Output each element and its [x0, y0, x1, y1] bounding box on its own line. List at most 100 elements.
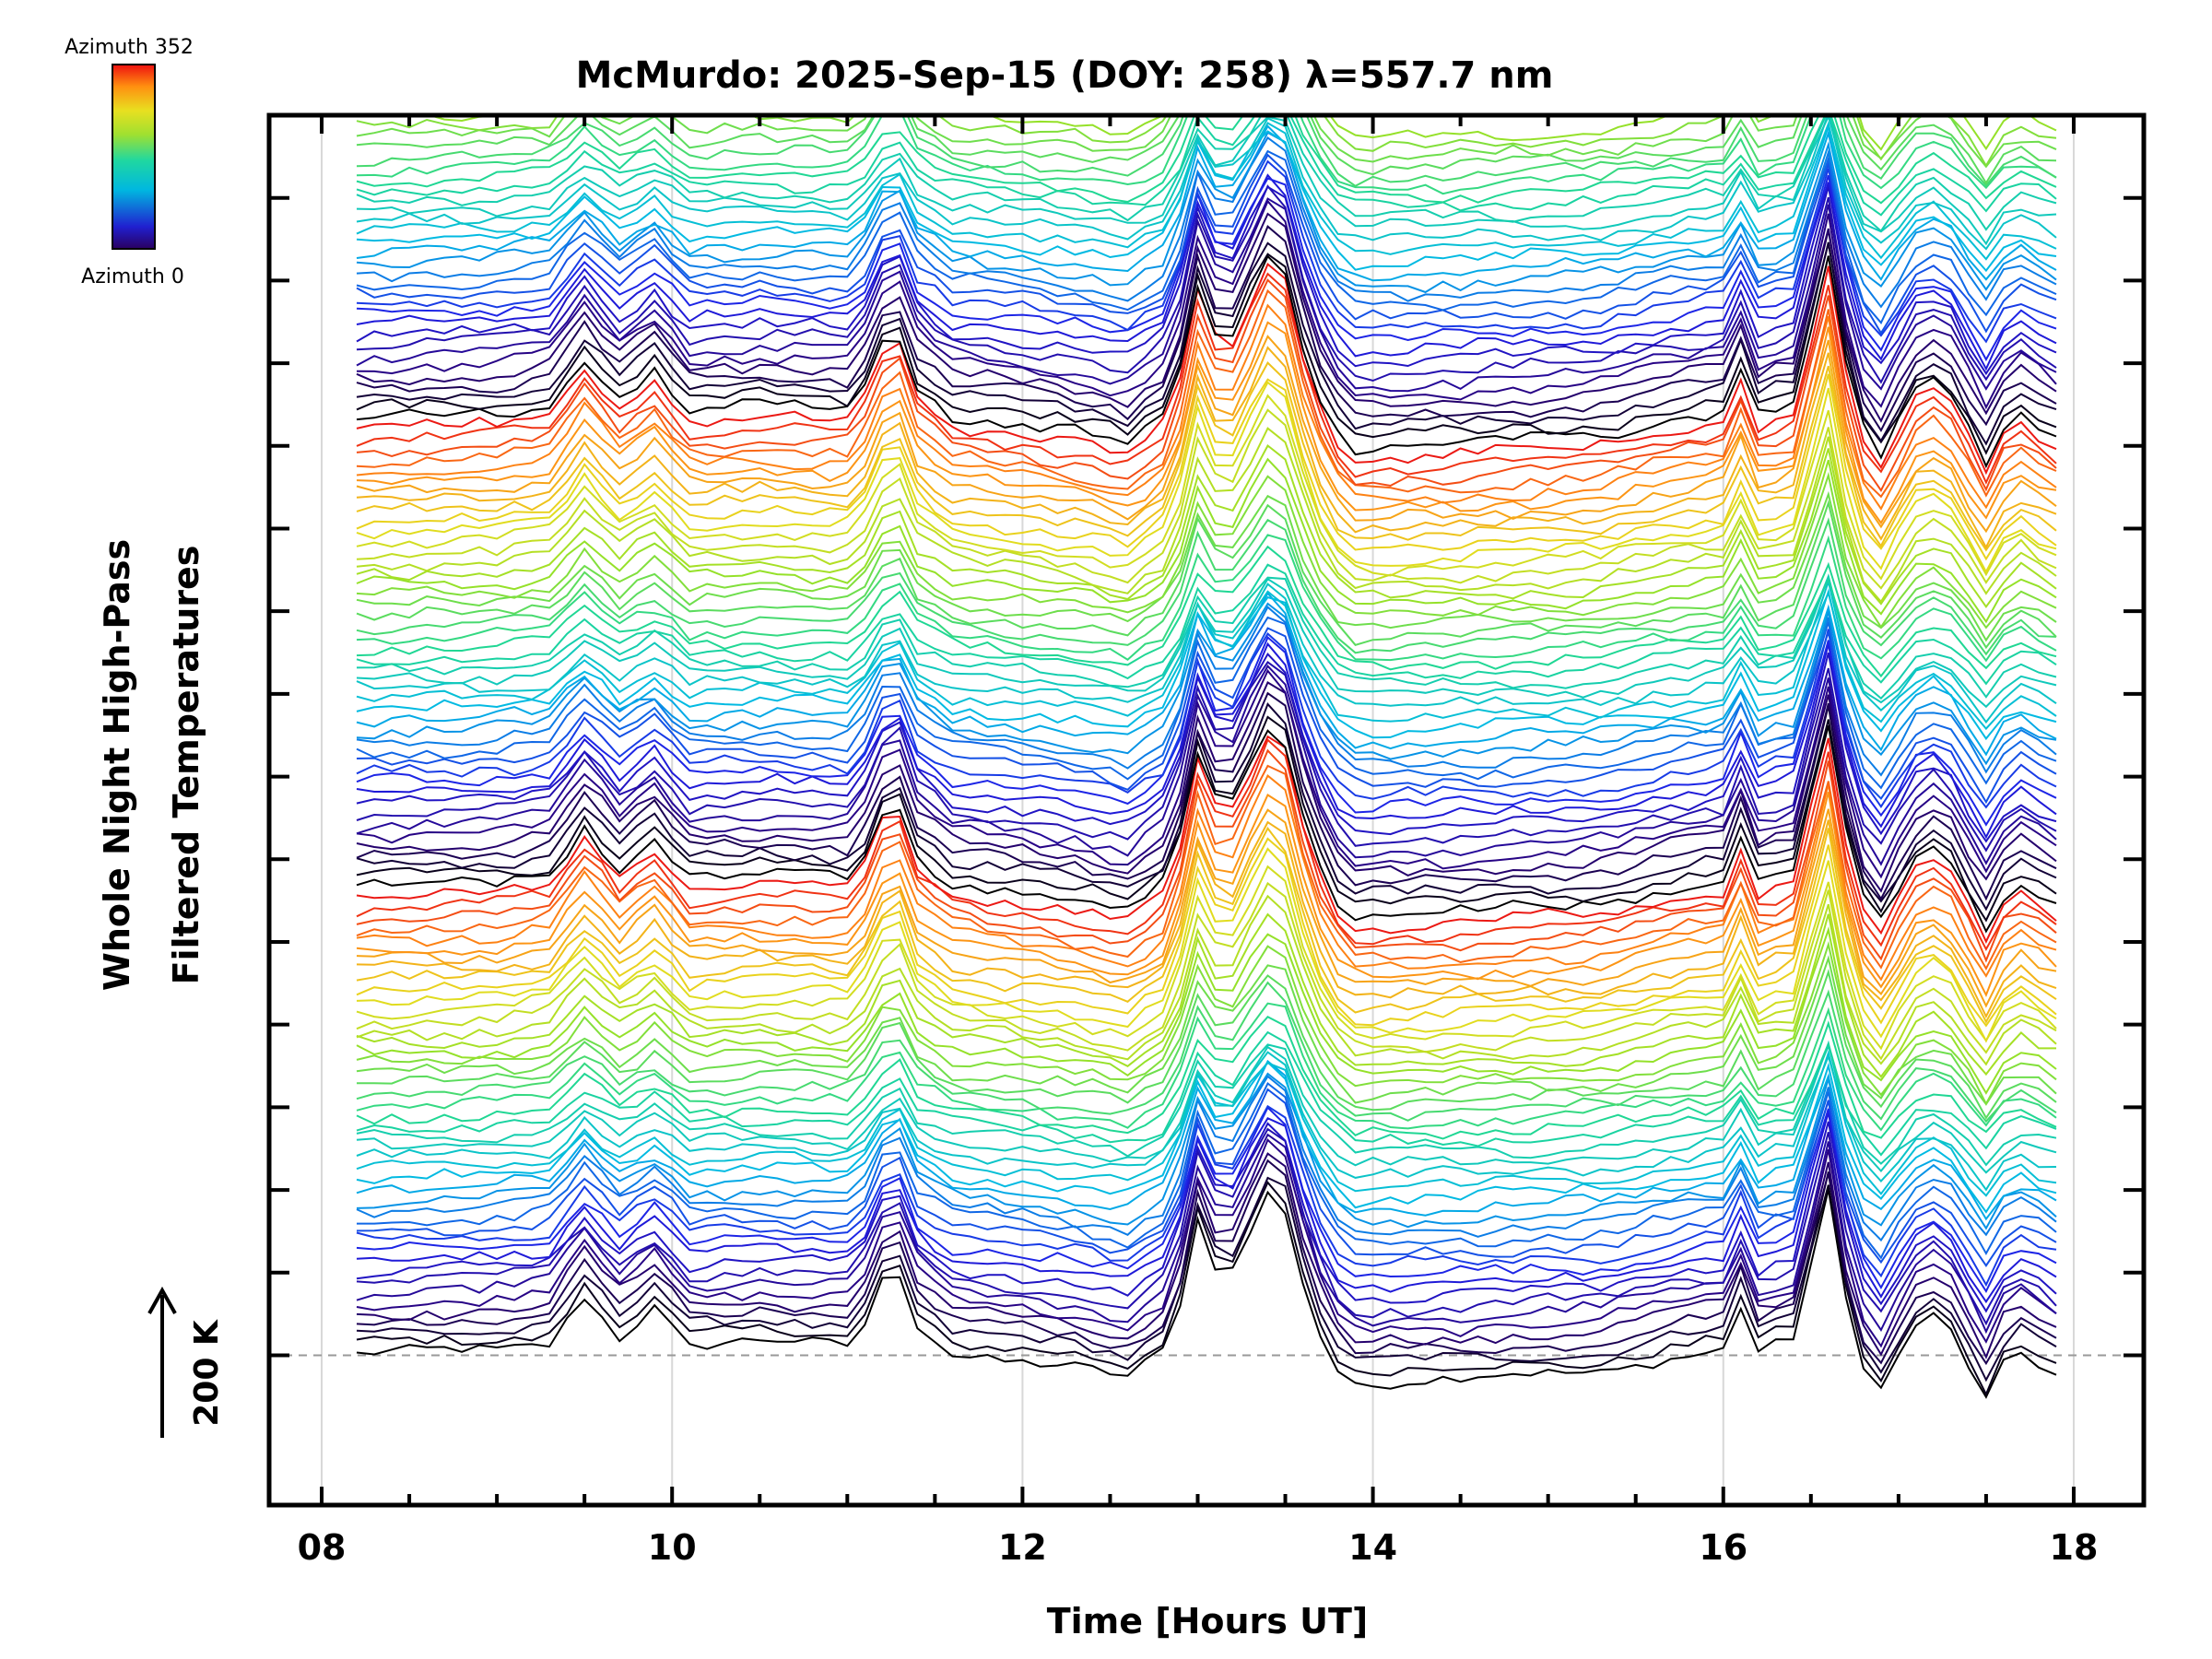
trace-43 — [356, 738, 2057, 952]
trace-62 — [356, 588, 2057, 741]
trace-49 — [356, 681, 2057, 893]
colorbar-gradient — [112, 64, 156, 250]
trace-82 — [356, 346, 2057, 549]
x-tick-label: 10 — [648, 1527, 697, 1568]
trace-series — [356, 115, 2057, 1399]
trace-45 — [356, 725, 2057, 934]
y-axis-title: Whole Night High-Pass Filtered Temperatu… — [97, 539, 206, 991]
trace-91 — [356, 241, 2057, 455]
trace-112 — [356, 115, 2057, 217]
trace-69 — [356, 534, 2057, 663]
trace-28 — [356, 941, 2057, 1106]
trace-36 — [356, 826, 2057, 1024]
trace-114 — [356, 115, 2057, 195]
trace-97 — [356, 184, 2057, 384]
trace-17 — [356, 1060, 2057, 1214]
trace-65 — [356, 573, 2057, 709]
trace-68 — [356, 545, 2057, 678]
x-tick-label: 14 — [1348, 1527, 1397, 1568]
trace-72 — [356, 490, 2057, 642]
trace-93 — [356, 225, 2057, 433]
plot-frame — [266, 112, 2147, 1508]
trace-106 — [356, 124, 2057, 282]
trace-1 — [356, 1181, 2057, 1397]
trace-90 — [356, 254, 2057, 469]
trace-31 — [356, 894, 2057, 1066]
trace-25 — [356, 981, 2057, 1124]
trace-96 — [356, 197, 2057, 393]
trace-21 — [356, 1042, 2057, 1167]
trace-10 — [356, 1106, 2057, 1294]
x-tick-label: 16 — [1699, 1527, 1747, 1568]
trace-22 — [356, 1030, 2057, 1157]
trace-66 — [356, 573, 2057, 700]
trace-29 — [356, 925, 2057, 1095]
trace-20 — [356, 1040, 2057, 1174]
trace-79 — [356, 381, 2057, 574]
x-tick-label: 18 — [2050, 1527, 2099, 1568]
trace-19 — [356, 1051, 2057, 1192]
x-tick-label: 08 — [298, 1527, 347, 1568]
trace-12 — [356, 1088, 2057, 1267]
trace-26 — [357, 969, 2057, 1120]
trace-8 — [356, 1121, 2057, 1313]
trace-54 — [356, 641, 2057, 840]
scale-indicator: 200 K — [147, 1286, 226, 1438]
trace-61 — [356, 591, 2057, 757]
trace-52 — [356, 660, 2057, 853]
x-tick-label: 12 — [998, 1527, 1047, 1568]
scale-arrow-head — [147, 1286, 177, 1314]
trace-41 — [356, 764, 2057, 971]
trace-37 — [356, 819, 2057, 1019]
x-axis-ticks: 08 10 12 14 16 18 — [298, 115, 2099, 1568]
trace-47 — [356, 702, 2057, 912]
colorbar-top-label: Azimuth 352 — [65, 36, 194, 59]
trace-3 — [356, 1159, 2057, 1366]
trace-51 — [356, 665, 2057, 866]
trace-83 — [356, 335, 2057, 534]
trace-77 — [356, 408, 2057, 590]
trace-59 — [356, 606, 2057, 777]
trace-56 — [356, 629, 2057, 809]
trace-115 — [356, 115, 2057, 187]
trace-33 — [356, 865, 2057, 1051]
trace-104 — [356, 136, 2057, 309]
trace-4 — [356, 1152, 2057, 1359]
colorbar-bottom-label: Azimuth 0 — [81, 265, 184, 288]
trace-110 — [356, 115, 2057, 246]
x-axis-label: Time [Hours UT] — [1047, 1601, 1369, 1641]
chart-title: McMurdo: 2025-Sep-15 (DOY: 258) λ=557.7 … — [576, 54, 1554, 97]
trace-99 — [356, 173, 2057, 371]
trace-101 — [356, 159, 2057, 344]
y-axis-ticks — [269, 195, 2144, 1358]
trace-44 — [356, 735, 2057, 944]
trace-38 — [356, 808, 2057, 1008]
trace-55 — [356, 635, 2057, 827]
trace-95 — [356, 199, 2057, 410]
trace-42 — [356, 748, 2057, 963]
trace-15 — [356, 1072, 2057, 1230]
y-axis-label-line1: Whole Night High-Pass — [97, 539, 137, 991]
trace-32 — [356, 881, 2057, 1061]
trace-71 — [356, 500, 2057, 650]
trace-16 — [356, 1059, 2057, 1221]
trace-9 — [356, 1112, 2057, 1304]
trace-78 — [356, 394, 2057, 581]
trace-24 — [356, 1002, 2057, 1132]
trace-35 — [356, 837, 2057, 1028]
trace-81 — [356, 360, 2057, 552]
trace-70 — [356, 517, 2057, 656]
trace-50 — [356, 668, 2057, 879]
trace-76 — [356, 427, 2057, 604]
trace-63 — [356, 590, 2057, 731]
trace-100 — [356, 175, 2057, 362]
trace-57 — [356, 627, 2057, 805]
trace-84 — [356, 321, 2057, 525]
trace-30 — [356, 912, 2056, 1078]
trace-109 — [356, 115, 2057, 251]
trace-74 — [356, 457, 2057, 624]
trace-102 — [356, 153, 2057, 335]
trace-46 — [356, 715, 2057, 923]
y-axis-label-line2: Filtered Temperatures — [166, 546, 206, 985]
trace-39 — [356, 792, 2057, 997]
